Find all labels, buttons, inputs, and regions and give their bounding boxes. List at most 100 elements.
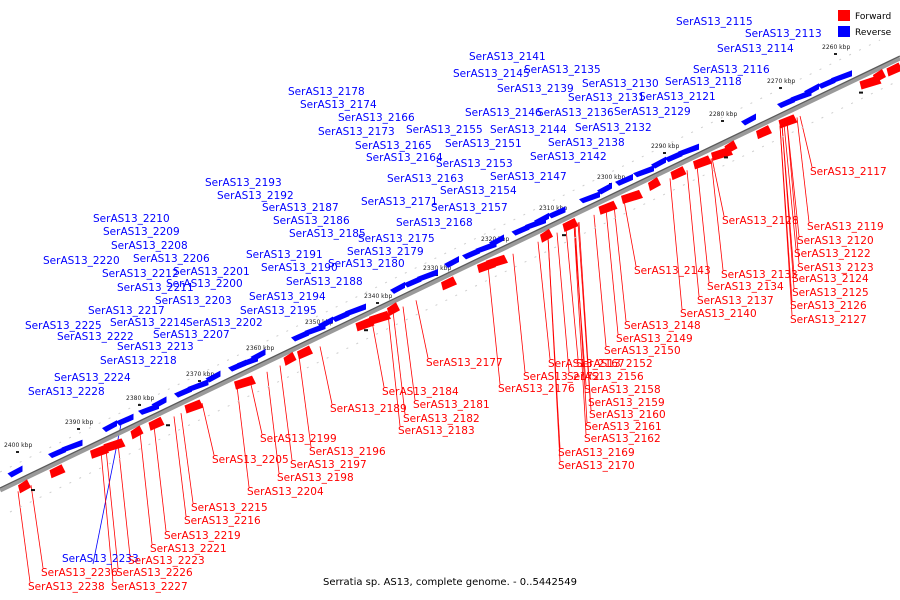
gene-label[interactable]: SerAS13_2132 bbox=[575, 122, 652, 134]
gene-label[interactable]: SerAS13_2215 bbox=[191, 502, 268, 514]
gene-label[interactable]: SerAS13_2149 bbox=[616, 333, 693, 345]
gene-label[interactable]: SerAS13_2174 bbox=[300, 99, 377, 111]
gene-label[interactable]: SerAS13_2119 bbox=[807, 221, 884, 233]
gene-label[interactable]: SerAS13_2120 bbox=[797, 235, 874, 247]
gene-label[interactable]: SerAS13_2163 bbox=[387, 173, 464, 185]
gene-label[interactable]: SerAS13_2143 bbox=[634, 265, 711, 277]
gene-label[interactable]: SerAS13_2114 bbox=[717, 43, 794, 55]
gene-label[interactable]: SerAS13_2212 bbox=[102, 268, 179, 280]
gene-label[interactable]: SerAS13_2201 bbox=[173, 266, 250, 278]
gene-label[interactable]: SerAS13_2171 bbox=[361, 196, 438, 208]
gene-label[interactable]: SerAS13_2164 bbox=[366, 152, 443, 164]
gene-label[interactable]: SerAS13_2222 bbox=[57, 331, 134, 343]
gene-label[interactable]: SerAS13_2223 bbox=[128, 555, 205, 567]
gene-label[interactable]: SerAS13_2216 bbox=[184, 515, 261, 527]
gene-label[interactable]: SerAS13_2226 bbox=[116, 567, 193, 579]
gene-label[interactable]: SerAS13_2123 bbox=[797, 262, 874, 274]
gene-label[interactable]: SerAS13_2160 bbox=[589, 409, 666, 421]
gene-label[interactable]: SerAS13_2214 bbox=[110, 317, 187, 329]
gene-label[interactable]: SerAS13_2207 bbox=[153, 329, 230, 341]
gene-label[interactable]: SerAS13_2186 bbox=[273, 215, 350, 227]
gene-label[interactable]: SerAS13_2113 bbox=[745, 28, 822, 40]
gene-label[interactable]: SerAS13_2225 bbox=[25, 320, 102, 332]
gene-label[interactable]: SerAS13_2217 bbox=[88, 305, 165, 317]
gene-label[interactable]: SerAS13_2170 bbox=[558, 460, 635, 472]
gene-label[interactable]: SerAS13_2199 bbox=[260, 433, 337, 445]
gene-label[interactable]: SerAS13_2158 bbox=[584, 384, 661, 396]
gene-label[interactable]: SerAS13_2210 bbox=[93, 213, 170, 225]
gene-label[interactable]: SerAS13_2135 bbox=[524, 64, 601, 76]
gene-label[interactable]: SerAS13_2211 bbox=[117, 282, 194, 294]
gene-label[interactable]: SerAS13_2152 bbox=[576, 358, 653, 370]
gene-label[interactable]: SerAS13_2124 bbox=[792, 273, 869, 285]
gene-label[interactable]: SerAS13_2238 bbox=[28, 581, 105, 593]
gene-label[interactable]: SerAS13_2148 bbox=[624, 320, 701, 332]
gene-label[interactable]: SerAS13_2139 bbox=[497, 83, 574, 95]
gene-label[interactable]: SerAS13_2118 bbox=[665, 76, 742, 88]
gene-label[interactable]: SerAS13_2136 bbox=[537, 107, 614, 119]
gene-label[interactable]: SerAS13_2115 bbox=[676, 16, 753, 28]
gene-label[interactable]: SerAS13_2178 bbox=[288, 86, 365, 98]
gene-label[interactable]: SerAS13_2172 bbox=[523, 371, 600, 383]
gene-label[interactable]: SerAS13_2127 bbox=[790, 314, 867, 326]
gene-label[interactable]: SerAS13_2166 bbox=[338, 112, 415, 124]
gene-label[interactable]: SerAS13_2153 bbox=[436, 158, 513, 170]
gene-label[interactable]: SerAS13_2182 bbox=[403, 413, 480, 425]
gene-label[interactable]: SerAS13_2187 bbox=[262, 202, 339, 214]
gene-label[interactable]: SerAS13_2221 bbox=[150, 543, 227, 555]
gene-label[interactable]: SerAS13_2228 bbox=[28, 386, 105, 398]
gene-label[interactable]: SerAS13_2191 bbox=[246, 249, 323, 261]
gene-label[interactable]: SerAS13_2227 bbox=[111, 581, 188, 593]
gene-label[interactable]: SerAS13_2117 bbox=[810, 166, 887, 178]
gene-label[interactable]: SerAS13_2159 bbox=[588, 397, 665, 409]
gene-label[interactable]: SerAS13_2147 bbox=[490, 171, 567, 183]
gene-label[interactable]: SerAS13_2175 bbox=[358, 233, 435, 245]
gene-label[interactable]: SerAS13_2196 bbox=[309, 446, 386, 458]
gene-label[interactable]: SerAS13_2218 bbox=[100, 355, 177, 367]
gene-label[interactable]: SerAS13_2162 bbox=[584, 433, 661, 445]
gene-label[interactable]: SerAS13_2202 bbox=[186, 317, 263, 329]
gene-label[interactable]: SerAS13_2130 bbox=[582, 78, 659, 90]
gene-label[interactable]: SerAS13_2192 bbox=[217, 190, 294, 202]
gene-label[interactable]: SerAS13_2133 bbox=[721, 269, 798, 281]
gene-label[interactable]: SerAS13_2157 bbox=[431, 202, 508, 214]
gene-label[interactable]: SerAS13_2176 bbox=[498, 383, 575, 395]
gene-label[interactable]: SerAS13_2167 bbox=[548, 358, 625, 370]
gene-label[interactable]: SerAS13_2200 bbox=[166, 278, 243, 290]
gene-label[interactable]: SerAS13_2208 bbox=[111, 240, 188, 252]
gene-label[interactable]: SerAS13_2185 bbox=[289, 228, 366, 240]
gene-label[interactable]: SerAS13_2134 bbox=[707, 281, 784, 293]
gene-label[interactable]: SerAS13_2193 bbox=[205, 177, 282, 189]
gene-label[interactable]: SerAS13_2155 bbox=[406, 124, 483, 136]
gene-label[interactable]: SerAS13_2198 bbox=[277, 472, 354, 484]
gene-label[interactable]: SerAS13_2205 bbox=[212, 454, 289, 466]
gene-label[interactable]: SerAS13_2131 bbox=[568, 92, 645, 104]
gene-label[interactable]: SerAS13_2188 bbox=[286, 276, 363, 288]
gene-label[interactable]: SerAS13_2161 bbox=[585, 421, 662, 433]
gene-label[interactable]: SerAS13_2203 bbox=[155, 295, 232, 307]
gene-label[interactable]: SerAS13_2129 bbox=[614, 106, 691, 118]
gene-label[interactable]: SerAS13_2179 bbox=[347, 246, 424, 258]
gene-label[interactable]: SerAS13_2146 bbox=[465, 107, 542, 119]
gene-label[interactable]: SerAS13_2194 bbox=[249, 291, 326, 303]
gene-label[interactable]: SerAS13_2190 bbox=[261, 262, 338, 274]
gene-label[interactable]: SerAS13_2213 bbox=[117, 341, 194, 353]
gene-label[interactable]: SerAS13_2219 bbox=[164, 530, 241, 542]
gene-label[interactable]: SerAS13_2177 bbox=[426, 357, 503, 369]
gene-label[interactable]: SerAS13_2181 bbox=[413, 399, 490, 411]
gene-label[interactable]: SerAS13_2141 bbox=[469, 51, 546, 63]
gene-label[interactable]: SerAS13_2165 bbox=[355, 140, 432, 152]
gene-label[interactable]: SerAS13_2189 bbox=[330, 403, 407, 415]
gene-label[interactable]: SerAS13_2236 bbox=[41, 567, 118, 579]
gene-label[interactable]: SerAS13_2168 bbox=[396, 217, 473, 229]
gene-label[interactable]: SerAS13_2197 bbox=[290, 459, 367, 471]
gene-label[interactable]: SerAS13_2122 bbox=[794, 248, 871, 260]
gene-label[interactable]: SerAS13_2154 bbox=[440, 185, 517, 197]
gene-label[interactable]: SerAS13_2126 bbox=[790, 300, 867, 312]
gene-label[interactable]: SerAS13_2180 bbox=[328, 258, 405, 270]
gene-label[interactable]: SerAS13_2169 bbox=[558, 447, 635, 459]
gene-label[interactable]: SerAS13_2138 bbox=[548, 137, 625, 149]
gene-label[interactable]: SerAS13_2125 bbox=[792, 287, 869, 299]
gene-label[interactable]: SerAS13_2116 bbox=[693, 64, 770, 76]
gene-label[interactable]: SerAS13_2150 bbox=[604, 345, 681, 357]
